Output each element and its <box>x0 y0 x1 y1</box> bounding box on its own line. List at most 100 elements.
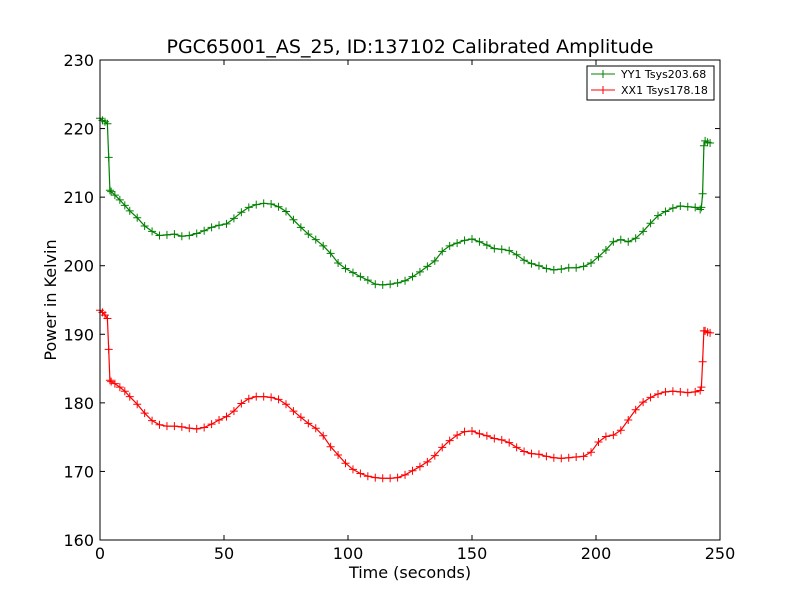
data-point <box>319 431 328 440</box>
data-point <box>334 258 343 267</box>
data-point <box>162 230 171 239</box>
data-point <box>594 437 603 446</box>
data-point <box>282 400 290 409</box>
data-point <box>319 241 328 250</box>
data-point <box>505 246 514 255</box>
chart-title: PGC65001_AS_25, ID:137102 Calibrated Amp… <box>167 36 654 58</box>
data-point <box>177 422 186 431</box>
data-point <box>401 470 410 479</box>
data-point <box>482 241 491 250</box>
data-point <box>363 276 372 285</box>
data-point <box>110 379 119 388</box>
data-point <box>654 211 662 220</box>
data-point <box>229 214 238 223</box>
data-point <box>482 431 491 440</box>
data-point <box>468 234 476 243</box>
data-point <box>356 469 365 478</box>
legend-marker-yy1 <box>599 70 607 78</box>
data-point <box>534 450 543 459</box>
data-point <box>527 449 536 458</box>
data-point <box>185 424 194 433</box>
data-point <box>423 262 432 271</box>
data-point <box>579 452 588 461</box>
data-point <box>534 261 543 270</box>
data-point <box>289 215 298 224</box>
data-point <box>304 230 313 239</box>
data-point <box>661 387 670 396</box>
data-point <box>415 462 424 471</box>
x-tick-label: 50 <box>214 544 234 563</box>
legend-label-xx1: XX1 Tsys178.18 <box>621 84 708 97</box>
data-point <box>408 466 417 475</box>
x-tick-label: 150 <box>457 544 488 563</box>
data-point <box>170 230 179 239</box>
data-point <box>601 245 610 254</box>
data-point <box>542 452 551 461</box>
data-point <box>706 328 715 337</box>
series-markers-1 <box>96 306 715 483</box>
data-point <box>587 258 596 267</box>
data-point <box>326 249 335 258</box>
data-point <box>207 223 216 232</box>
data-point <box>326 442 335 451</box>
data-point <box>696 205 705 214</box>
data-point <box>527 259 536 268</box>
data-point <box>691 387 700 396</box>
x-tick-label: 250 <box>705 544 736 563</box>
data-point <box>601 432 610 441</box>
data-point <box>393 473 402 482</box>
data-point <box>133 213 142 222</box>
data-point <box>445 241 454 250</box>
data-point <box>460 427 469 436</box>
data-point <box>107 187 116 196</box>
data-point <box>698 189 707 198</box>
data-point <box>438 443 447 452</box>
data-point <box>378 280 387 289</box>
data-point <box>430 256 439 265</box>
data-point <box>475 237 484 246</box>
data-point <box>512 443 521 452</box>
data-point <box>110 191 119 200</box>
data-point <box>334 450 343 459</box>
data-point <box>445 436 454 445</box>
data-point <box>348 268 357 277</box>
data-point <box>393 278 402 287</box>
data-point <box>676 387 685 396</box>
data-point <box>274 202 283 211</box>
data-point <box>200 423 209 432</box>
data-point <box>237 208 246 217</box>
data-point <box>616 426 625 435</box>
data-point <box>490 434 499 443</box>
data-point <box>460 236 469 245</box>
data-point <box>654 389 662 398</box>
data-point <box>348 465 357 474</box>
data-point <box>289 407 298 416</box>
data-point <box>192 229 201 238</box>
data-point <box>639 398 648 407</box>
plot-area <box>96 114 715 483</box>
legend-marker-xx1 <box>599 86 607 94</box>
data-point <box>125 392 134 401</box>
data-point <box>386 474 395 483</box>
data-point <box>609 237 618 246</box>
data-point <box>378 474 387 483</box>
data-point <box>341 264 350 273</box>
data-point <box>244 203 253 212</box>
legend-label-yy1: YY1 Tsys203.68 <box>620 68 706 81</box>
data-point <box>222 219 231 228</box>
data-point <box>125 206 134 215</box>
data-point <box>371 280 380 289</box>
data-point <box>668 387 677 396</box>
data-point <box>661 207 670 216</box>
data-point <box>475 429 484 438</box>
data-point <box>222 412 231 421</box>
data-point <box>683 388 692 397</box>
data-point <box>259 392 268 401</box>
data-point <box>115 383 124 392</box>
data-point <box>105 186 114 195</box>
data-point <box>296 413 305 422</box>
data-point <box>639 227 648 236</box>
data-point <box>438 247 447 256</box>
data-point <box>155 231 164 240</box>
